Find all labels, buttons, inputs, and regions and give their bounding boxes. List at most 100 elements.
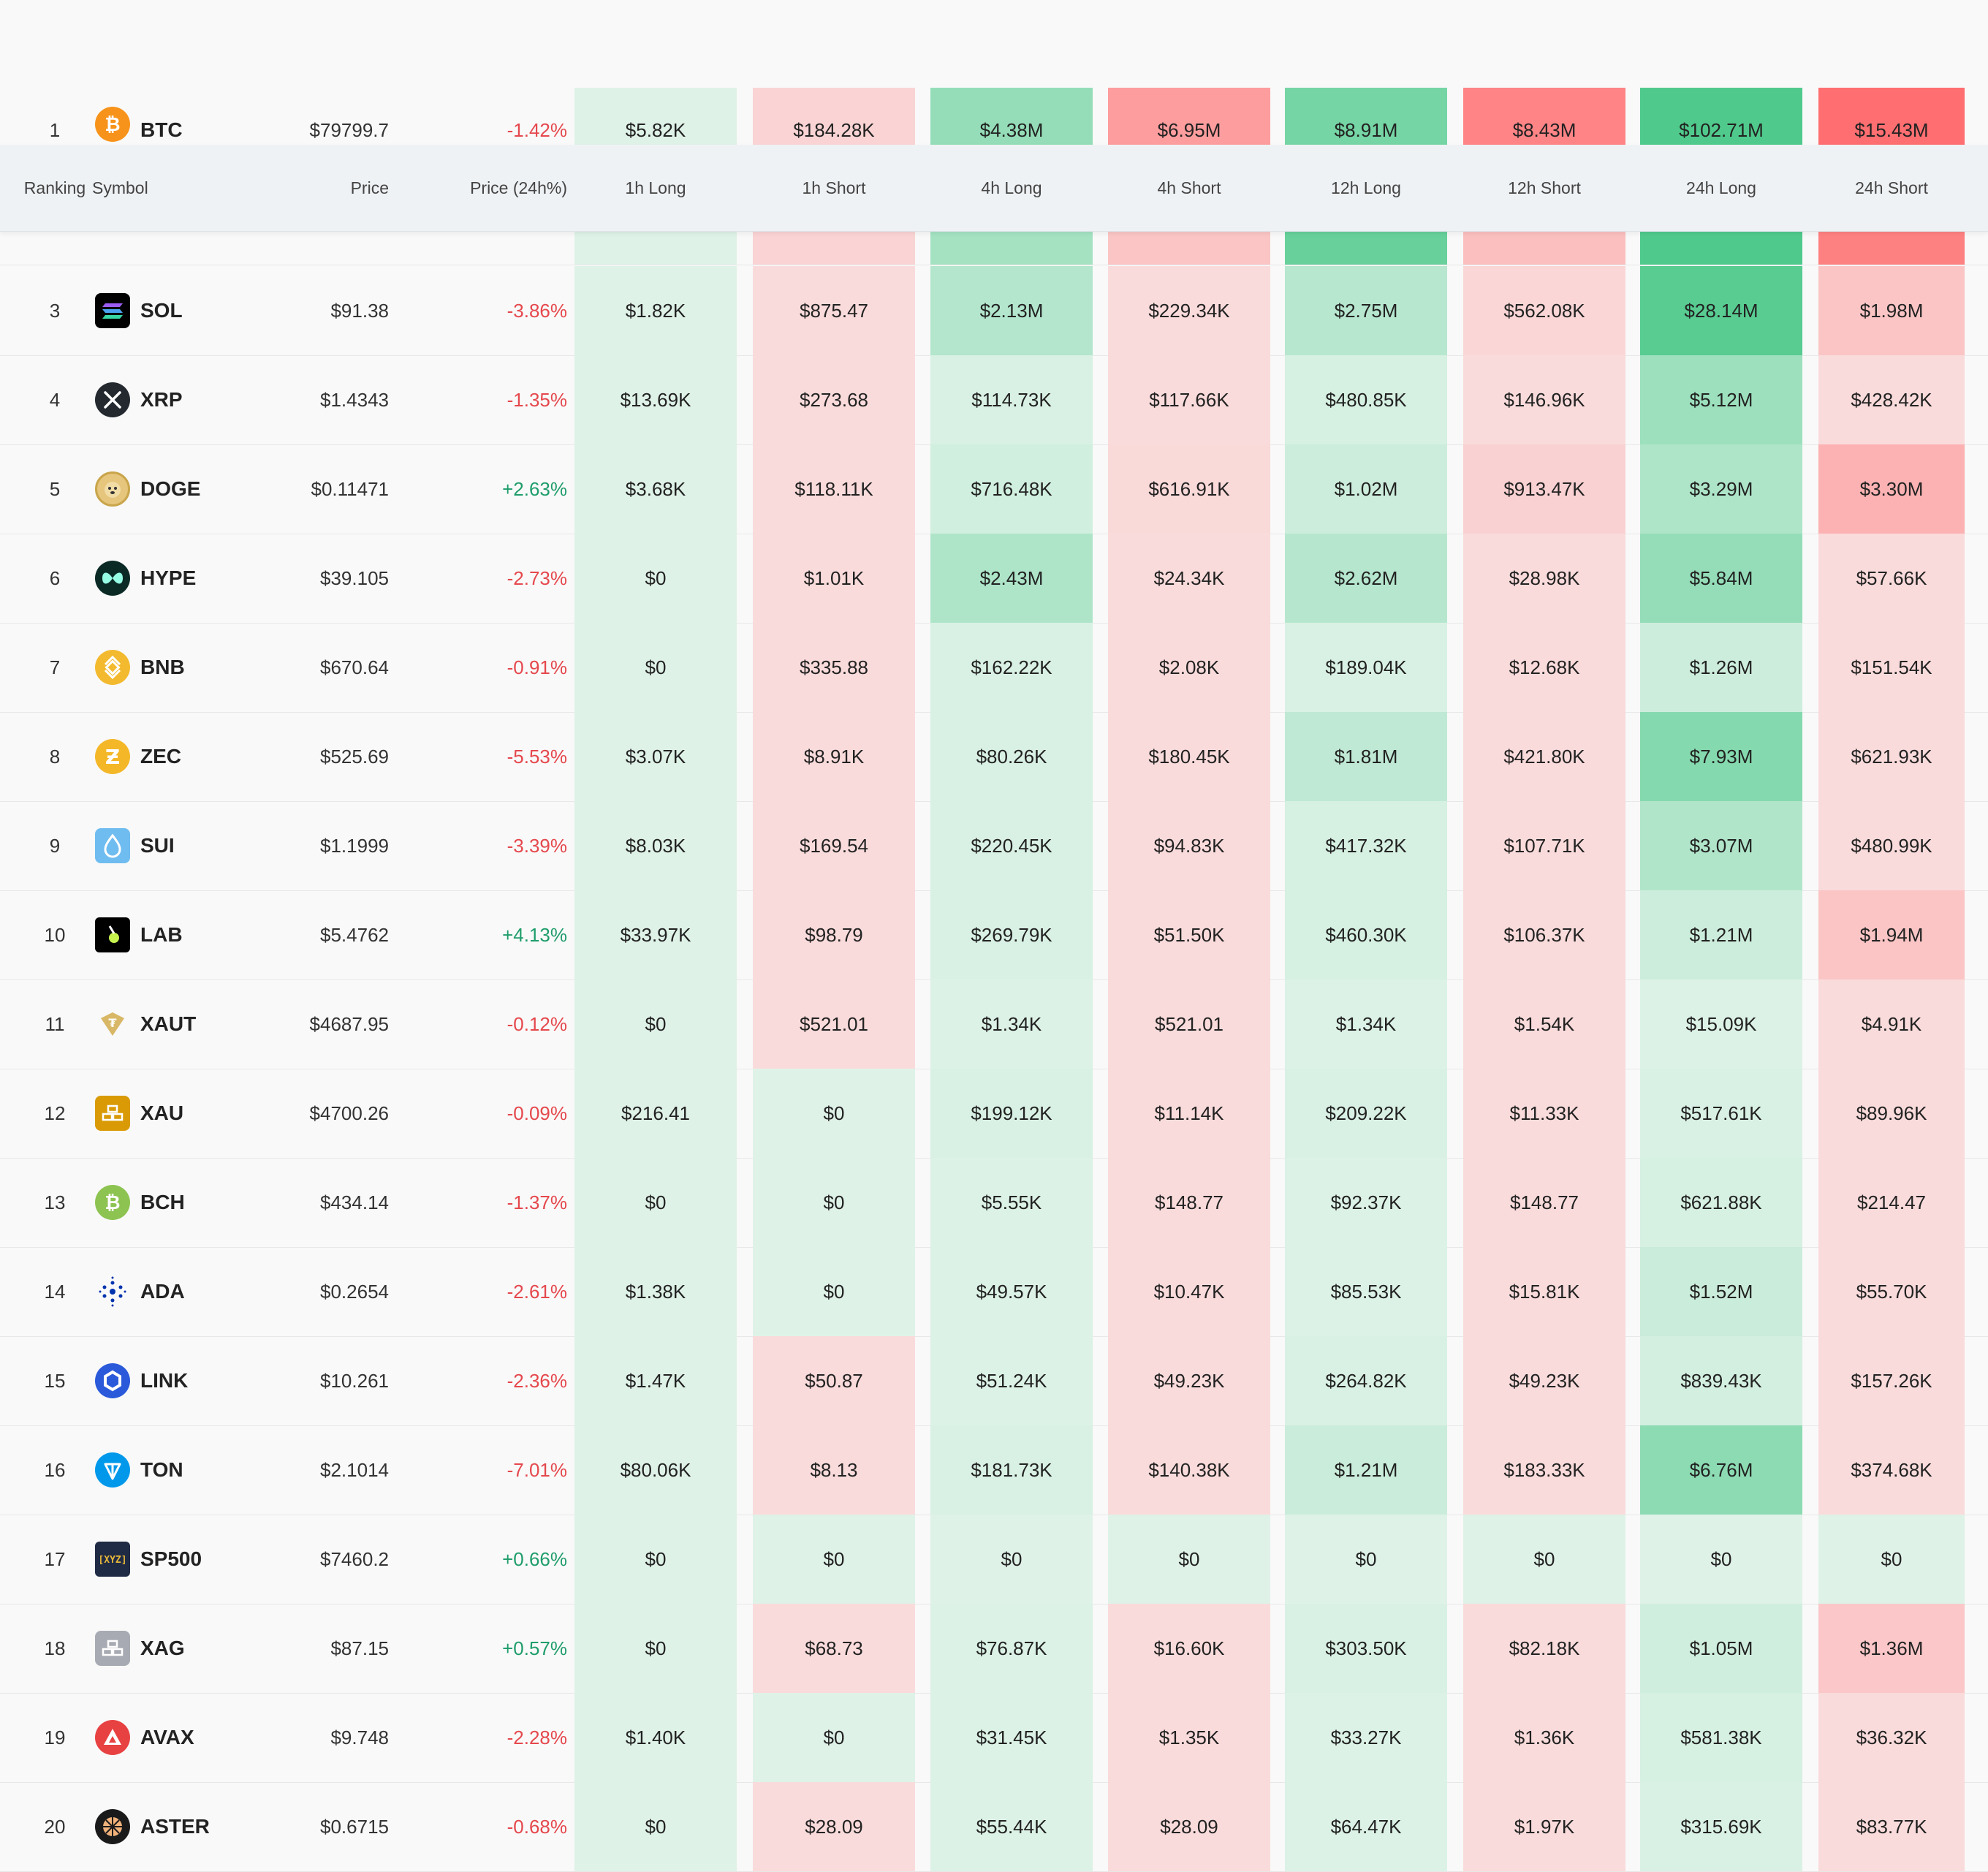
symbol-cell[interactable]: LINK <box>95 1336 263 1425</box>
table-row[interactable]: $1.40K $0 $31.45K $1.35K $33.27K $1.36K $581.3… <box>0 1693 1988 1783</box>
liquidation-value-cell: $417.32K <box>1285 801 1447 890</box>
liquidation-value-cell: $2.13M <box>930 266 1093 355</box>
liquidation-value-cell: $839.43K <box>1640 1336 1802 1425</box>
symbol-cell[interactable]: ₮ XAUT <box>95 979 263 1069</box>
liquidation-value-cell: $913.47K <box>1463 444 1625 534</box>
liquidation-value-cell: $6.95M <box>1108 88 1270 145</box>
table-row[interactable]: $0 $521.01 $1.34K $521.01 $1.34K $1.54K $15.09… <box>0 979 1988 1069</box>
liquidation-value-cell: $616.91K <box>1108 444 1270 534</box>
symbol-cell[interactable]: SUI <box>95 801 263 890</box>
header-24h-long[interactable]: 24h Long <box>1686 178 1756 197</box>
liquidation-value-cell: $117.66K <box>1108 355 1270 444</box>
liquidation-value-cell: $85.53K <box>1285 1247 1447 1336</box>
symbol-cell[interactable]: AVAX <box>95 1693 263 1782</box>
rank-cell: 6 <box>49 566 61 589</box>
price-cell: $4687.95 <box>309 1012 389 1035</box>
table-row[interactable]: $0 $0 $5.55K $148.77 $92.37K $148.77 $621.88K $… <box>0 1158 1988 1248</box>
symbol-cell[interactable]: ADA <box>95 1247 263 1336</box>
price-change-cell: -3.86% <box>507 299 567 322</box>
gold-bars-icon <box>95 1096 130 1131</box>
rank-cell: 1 <box>49 119 61 141</box>
symbol-label: ADA <box>140 1280 185 1303</box>
symbol-cell[interactable]: XAG <box>95 1604 263 1693</box>
liquidation-value-cell: $6.76M <box>1640 1425 1802 1515</box>
liquidation-value-cell: $5.55K <box>930 1158 1093 1247</box>
liquidation-value-cell: $480.85K <box>1285 355 1447 444</box>
table-row[interactable]: $80.06K $8.13 $181.73K $140.38K $1.21M $183.3… <box>0 1425 1988 1515</box>
table-row[interactable]: $216.41 $0 $199.12K $11.14K $209.22K $11.33K $… <box>0 1069 1988 1159</box>
avalanche-icon <box>95 1720 130 1755</box>
liquidation-value-cell: $214.47 <box>1818 1158 1965 1247</box>
liquidation-value-cell: $0 <box>1640 1515 1802 1604</box>
table-row[interactable]: $1.82K $875.47 $2.13M $229.34K $2.75M $562.08… <box>0 266 1988 356</box>
symbol-cell[interactable]: BNB <box>95 623 263 712</box>
symbol-label: LINK <box>140 1369 189 1392</box>
header-1h-long[interactable]: 1h Long <box>625 178 686 197</box>
liquidation-value-cell: $1.81M <box>1285 712 1447 801</box>
liquidation-value-cell: $16.60K <box>1108 1604 1270 1693</box>
header-price-change[interactable]: Price (24h%) <box>470 178 567 197</box>
table-header: Ranking Symbol Price Price (24h%) 1h Lon… <box>0 145 1988 232</box>
liquidation-value-cell: $114.73K <box>930 355 1093 444</box>
header-ranking[interactable]: Ranking <box>23 178 86 197</box>
liquidation-value-cell: $269.79K <box>930 890 1093 979</box>
table-row[interactable]: $13.69K $273.68 $114.73K $117.66K $480.85K $1… <box>0 355 1988 445</box>
liquidation-value-cell <box>574 231 737 265</box>
table-row[interactable]: $0 $1.01K $2.43M $24.34K $2.62M $28.98K $5.84M… <box>0 534 1988 624</box>
table-row[interactable]: $3.68K $118.11K $716.48K $616.91K $1.02M $913… <box>0 444 1988 534</box>
bitcoin-icon: ₿ <box>95 107 130 142</box>
table-row[interactable]: $0 $28.09 $55.44K $28.09 $64.47K $1.97K $315.6… <box>0 1782 1988 1872</box>
table-row[interactable]: $8.03K $169.54 $220.45K $94.83K $417.32K $107… <box>0 801 1988 891</box>
symbol-cell[interactable]: DOGE <box>95 444 263 534</box>
symbol-cell[interactable]: ASTER <box>95 1782 263 1871</box>
price-cell: $0.2654 <box>320 1280 389 1303</box>
price-cell: $39.105 <box>320 566 389 589</box>
liquidation-value-cell: $1.36M <box>1818 1604 1965 1693</box>
symbol-cell[interactable]: ₿ BCH <box>95 1158 263 1247</box>
symbol-cell[interactable]: TON <box>95 1425 263 1515</box>
table-row[interactable]: $5.82K $184.28K $4.38M $6.95M $8.91M $8.43M $1… <box>0 88 1988 145</box>
liquidation-value-cell: $89.96K <box>1818 1069 1965 1158</box>
rank-cell: 19 <box>44 1726 66 1748</box>
symbol-label: AVAX <box>140 1726 194 1748</box>
table-row[interactable]: $0 $335.88 $162.22K $2.08K $189.04K $12.68K $1… <box>0 623 1988 713</box>
liquidation-value-cell: $421.80K <box>1463 712 1625 801</box>
liquidation-value-cell: $220.45K <box>930 801 1093 890</box>
header-24h-short[interactable]: 24h Short <box>1855 178 1928 197</box>
symbol-cell[interactable]: Ƶ ZEC <box>95 712 263 801</box>
header-price[interactable]: Price <box>350 178 389 197</box>
price-change-cell: -2.28% <box>507 1726 567 1748</box>
liquidation-value-cell: $107.71K <box>1463 801 1625 890</box>
price-cell: $79799.7 <box>309 119 389 141</box>
liquidation-value-cell: $55.70K <box>1818 1247 1965 1336</box>
table-row[interactable]: $1.38K $0 $49.57K $10.47K $85.53K $15.81K $1.5… <box>0 1247 1988 1337</box>
symbol-cell[interactable]: HYPE <box>95 534 263 623</box>
symbol-cell[interactable]: XRP <box>95 355 263 444</box>
table-row[interactable]: $33.97K $98.79 $269.79K $51.50K $460.30K $106… <box>0 890 1988 980</box>
header-4h-short[interactable]: 4h Short <box>1157 178 1221 197</box>
header-symbol[interactable]: Symbol <box>92 178 148 197</box>
table-row[interactable]: $1.47K $50.87 $51.24K $49.23K $264.82K $49.23… <box>0 1336 1988 1426</box>
symbol-cell[interactable]: SOL <box>95 266 263 355</box>
header-12h-long[interactable]: 12h Long <box>1331 178 1401 197</box>
liquidation-value-cell: $3.30M <box>1818 444 1965 534</box>
price-change-cell: -0.91% <box>507 656 567 678</box>
symbol-label: HYPE <box>140 566 197 589</box>
header-1h-short[interactable]: 1h Short <box>802 178 866 197</box>
symbol-cell[interactable]: [XYZ] SP500 <box>95 1515 263 1604</box>
table-row[interactable]: $0 $0 $0 $0 $0 $0 $0 $0 17 $7460.2 +0.66% [XYZ] SP50… <box>0 1515 1988 1604</box>
table-row[interactable]: $0 $68.73 $76.87K $16.60K $303.50K $82.18K $1.… <box>0 1604 1988 1694</box>
liquidation-value-cell: $4.38M <box>930 88 1093 145</box>
liquidation-value-cell: $0 <box>753 1069 915 1158</box>
symbol-cell[interactable]: XAU <box>95 1069 263 1158</box>
symbol-cell[interactable]: ₿ BTC <box>95 88 263 145</box>
symbol-cell[interactable]: LAB <box>95 890 263 979</box>
header-12h-short[interactable]: 12h Short <box>1508 178 1581 197</box>
price-change-cell: -0.12% <box>507 1012 567 1035</box>
header-4h-long[interactable]: 4h Long <box>981 178 1042 197</box>
table-row[interactable]: $3.07K $8.91K $80.26K $180.45K $1.81M $421.80… <box>0 712 1988 802</box>
chainlink-icon <box>95 1363 130 1398</box>
liquidation-value-cell: $0 <box>753 1693 915 1782</box>
liquidation-value-cell: $13.69K <box>574 355 737 444</box>
